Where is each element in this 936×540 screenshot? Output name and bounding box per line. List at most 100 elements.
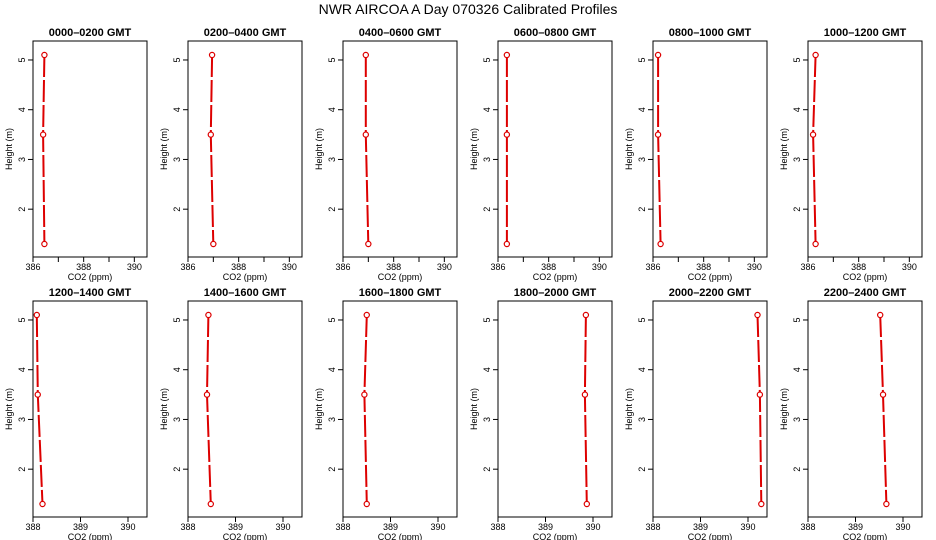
profile-panel: 2000–2200 GMT 388 389 390 2 3 4 5 CO2 (ppm) Heigh… (624, 287, 768, 540)
y-axis-label: Height (m) (314, 388, 324, 430)
x-axis-label: CO2 (ppm) (533, 272, 578, 282)
y-tick-label: 4 (327, 367, 337, 372)
x-tick-label: 388 (386, 262, 401, 272)
y-tick-label: 5 (792, 57, 802, 62)
series-line (812, 54, 817, 245)
series-line (209, 54, 215, 245)
x-tick-label: 389 (848, 522, 863, 532)
x-tick-label: 388 (645, 522, 660, 532)
y-tick-label: 2 (327, 207, 337, 212)
y-tick-label: 4 (792, 367, 802, 372)
y-axis-label: Height (m) (159, 128, 169, 170)
x-tick-label: 390 (585, 522, 600, 532)
plot-frame (187, 40, 303, 258)
data-point (657, 240, 664, 248)
profile-panel: 0600–0800 GMT 386 388 390 2 3 4 5 CO2 (ppm) Heigh… (469, 27, 613, 282)
x-tick-label: 386 (335, 262, 350, 272)
x-tick-label: 388 (851, 262, 866, 272)
y-axis-label: Height (m) (4, 128, 14, 170)
plot-frame (187, 300, 303, 518)
data-point (39, 131, 47, 138)
y-tick-label: 5 (482, 57, 492, 62)
series-line (657, 55, 662, 245)
data-point (39, 500, 46, 508)
data-point (41, 240, 48, 248)
x-axis-label: CO2 (ppm) (378, 532, 423, 540)
x-tick-label: 390 (282, 262, 297, 272)
y-tick-label: 2 (482, 207, 492, 212)
y-tick-label: 5 (17, 317, 27, 322)
series-line (35, 314, 44, 505)
x-tick-label: 386 (800, 262, 815, 272)
data-point (756, 391, 764, 398)
profile-panel: 1000–1200 GMT 386 388 390 2 3 4 5 CO2 (ppm) Heigh… (779, 27, 923, 282)
y-axis-label: Height (m) (314, 128, 324, 170)
x-tick-label: 390 (275, 522, 290, 532)
data-point (208, 51, 216, 59)
data-point (879, 391, 887, 398)
y-tick-label: 2 (17, 467, 27, 472)
data-point (883, 500, 890, 508)
plot-frame (497, 300, 613, 518)
x-tick-label: 386 (25, 262, 40, 272)
panel-title: 1400–1600 GMT (204, 287, 287, 299)
data-point (503, 240, 511, 248)
data-point (203, 391, 211, 398)
data-point (754, 311, 761, 319)
y-tick-label: 3 (792, 417, 802, 422)
y-tick-label: 3 (482, 417, 492, 422)
x-axis-label: CO2 (ppm) (533, 532, 578, 540)
x-tick-label: 390 (895, 522, 910, 532)
y-tick-label: 5 (172, 57, 182, 62)
data-point (365, 240, 372, 248)
x-tick-label: 389 (693, 522, 708, 532)
y-tick-label: 4 (172, 107, 182, 112)
y-axis-label: Height (m) (779, 388, 789, 430)
x-tick-label: 388 (696, 262, 711, 272)
y-axis-label: Height (m) (779, 128, 789, 170)
y-tick-label: 2 (172, 467, 182, 472)
y-tick-label: 5 (637, 317, 647, 322)
series-line (205, 314, 212, 505)
y-tick-label: 5 (637, 57, 647, 62)
x-axis-label: CO2 (ppm) (688, 272, 733, 282)
x-tick-label: 389 (538, 522, 553, 532)
x-tick-label: 386 (180, 262, 195, 272)
y-axis-label: Height (m) (4, 388, 14, 430)
x-axis-label: CO2 (ppm) (688, 532, 733, 540)
panel-title: 1600–1800 GMT (359, 287, 442, 299)
y-tick-label: 2 (327, 467, 337, 472)
data-point (758, 500, 765, 508)
panel-title: 2200–2400 GMT (824, 287, 907, 299)
panel-title: 0200–0400 GMT (204, 27, 287, 39)
data-point (33, 311, 41, 319)
data-point (363, 500, 370, 508)
y-tick-label: 5 (172, 317, 182, 322)
y-axis-label: Height (m) (469, 388, 479, 430)
x-axis-label: CO2 (ppm) (223, 272, 268, 282)
y-tick-label: 3 (482, 157, 492, 162)
profile-panel: 0400–0600 GMT 386 388 390 2 3 4 5 CO2 (ppm) Heigh… (314, 27, 458, 282)
y-tick-label: 2 (482, 467, 492, 472)
x-tick-label: 388 (231, 262, 246, 272)
plot-frame (807, 300, 923, 518)
data-point (503, 51, 511, 59)
data-point (363, 311, 370, 319)
y-tick-label: 2 (792, 467, 802, 472)
data-point (205, 311, 212, 319)
panel-title: 1000–1200 GMT (824, 27, 907, 39)
panel-title: 0600–0800 GMT (514, 27, 597, 39)
y-tick-label: 4 (792, 107, 802, 112)
x-tick-label: 386 (645, 262, 660, 272)
data-point (582, 311, 590, 319)
page-title: NWR AIRCOA A Day 070326 Calibrated Profi… (318, 1, 618, 17)
y-tick-label: 3 (172, 157, 182, 162)
x-axis-label: CO2 (ppm) (378, 272, 423, 282)
x-tick-label: 388 (25, 522, 40, 532)
y-tick-label: 3 (17, 157, 27, 162)
x-axis-label: CO2 (ppm) (68, 532, 113, 540)
y-tick-label: 4 (327, 107, 337, 112)
x-tick-label: 388 (490, 522, 505, 532)
profile-panel: 1800–2000 GMT 388 389 390 2 3 4 5 CO2 (ppm) Heigh… (469, 287, 613, 540)
plot-frame (807, 40, 923, 258)
